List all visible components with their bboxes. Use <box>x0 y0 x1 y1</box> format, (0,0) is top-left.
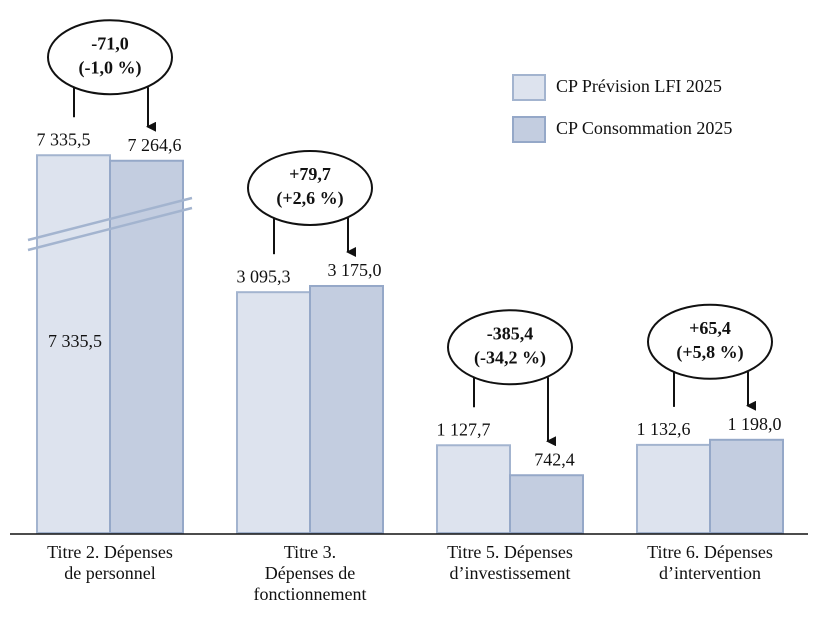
annotation-change: +79,7 <box>289 164 331 184</box>
annotation-ellipse <box>247 149 373 226</box>
axis-break <box>27 196 193 242</box>
axis-break <box>27 206 193 252</box>
annotation-change: -385,4 <box>487 323 534 343</box>
bar <box>109 159 184 534</box>
inner-label: 7 335,5 <box>48 331 102 351</box>
legend-label: CP Consommation 2025 <box>556 118 732 138</box>
annotation-ellipse <box>647 303 773 380</box>
value-label: 7 264,6 <box>128 135 182 155</box>
x-tick-label: Titre 5. Dépenses d’investissement <box>447 542 573 583</box>
bar <box>636 443 711 535</box>
annotation-pct: (-34,2 %) <box>474 347 546 368</box>
bar <box>509 474 584 534</box>
bar <box>436 444 511 535</box>
bar <box>36 154 111 534</box>
bar <box>709 438 784 534</box>
x-tick-label: Titre 3. Dépenses de fonctionnement <box>253 542 367 604</box>
bar <box>236 291 311 535</box>
x-tick-label: Titre 2. Dépenses de personnel <box>47 542 173 583</box>
annotation-ellipse <box>447 309 573 386</box>
value-label: 3 175,0 <box>328 260 382 280</box>
legend-swatch <box>512 74 546 101</box>
annotation-change: -71,0 <box>91 33 129 53</box>
legend-label: CP Prévision LFI 2025 <box>556 76 722 96</box>
annotation-pct: (-1,0 %) <box>79 57 142 78</box>
value-label: 3 095,3 <box>237 266 291 286</box>
legend-swatch <box>512 116 546 143</box>
value-label: 7 335,5 <box>37 129 91 149</box>
x-tick-label: Titre 6. Dépenses d’intervention <box>647 542 773 583</box>
value-label: 1 127,7 <box>437 419 491 439</box>
annotation-pct: (+2,6 %) <box>276 188 343 209</box>
annotation-ellipse <box>47 19 173 96</box>
value-label: 1 198,0 <box>728 414 782 434</box>
annotation-pct: (+5,8 %) <box>676 342 743 363</box>
value-label: 1 132,6 <box>637 419 691 439</box>
value-label: 742,4 <box>534 449 575 469</box>
annotation-change: +65,4 <box>689 318 731 338</box>
bar <box>309 284 384 534</box>
